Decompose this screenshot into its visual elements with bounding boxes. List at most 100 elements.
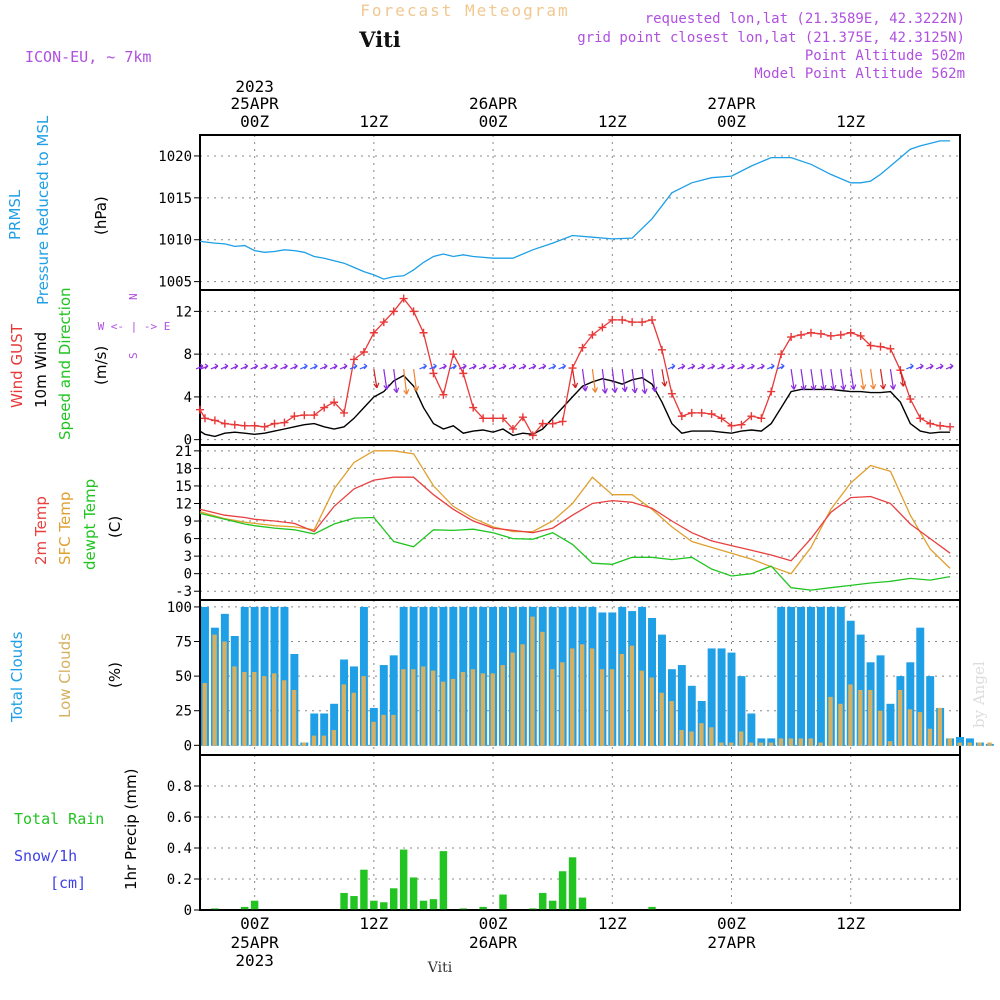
grid-point-coords: grid point closest lon,lat (21.375E, 42.… bbox=[577, 30, 965, 46]
total-cloud-bar bbox=[707, 648, 716, 746]
gust-marker bbox=[618, 315, 627, 324]
temp2m-line bbox=[199, 476, 951, 562]
wind-arrow bbox=[661, 368, 668, 387]
wind-arrow bbox=[935, 363, 944, 370]
wind-arrow bbox=[290, 363, 298, 370]
wind-arrow bbox=[747, 363, 755, 370]
wind-arrow bbox=[459, 363, 467, 370]
wind-arrow bbox=[631, 369, 638, 394]
rain-bar bbox=[439, 851, 448, 910]
rain-bar bbox=[479, 906, 487, 910]
wind-arrow bbox=[820, 369, 827, 391]
gust-marker bbox=[727, 421, 736, 430]
wind-arrow bbox=[339, 363, 348, 370]
total-cloud-bar bbox=[200, 606, 209, 746]
low-cloud-bar bbox=[361, 676, 366, 746]
low-cloud-bar bbox=[430, 670, 436, 746]
rain-bar bbox=[370, 900, 378, 910]
model-point-altitude: Model Point Altitude 562m bbox=[754, 66, 965, 82]
low-cloud-bar bbox=[897, 689, 903, 746]
top-date-label: 25APR bbox=[231, 94, 280, 113]
total-cloud-bar bbox=[657, 634, 666, 746]
low-cloud-bar bbox=[709, 727, 714, 746]
total-cloud-bar bbox=[310, 713, 319, 746]
total-cloud-bar bbox=[320, 713, 329, 746]
gust-marker bbox=[588, 330, 597, 339]
wind-arrow bbox=[925, 363, 934, 370]
gust-marker bbox=[608, 315, 617, 324]
low-cloud-bar bbox=[947, 738, 952, 746]
gust-marker bbox=[538, 419, 547, 428]
low-cloud-bar bbox=[838, 703, 843, 746]
low-cloud-bar bbox=[222, 641, 227, 746]
total-cloud-bar bbox=[389, 655, 398, 746]
low-clouds-label: Low Clouds bbox=[56, 633, 74, 718]
rain-bar bbox=[399, 849, 408, 910]
gust-marker bbox=[856, 331, 865, 340]
wind-arrow bbox=[697, 363, 706, 370]
low-cloud-bar bbox=[351, 692, 356, 746]
top-hour-label: 12Z bbox=[836, 112, 865, 131]
temp-unit: (C) bbox=[106, 516, 124, 538]
low-cloud-bar bbox=[768, 742, 774, 746]
low-cloud-bar bbox=[281, 680, 287, 746]
low-cloud-bar bbox=[440, 681, 446, 746]
gust-marker bbox=[846, 328, 855, 337]
gust-marker bbox=[707, 410, 716, 418]
rain-bar bbox=[429, 899, 438, 910]
low-cloud-bar bbox=[719, 742, 724, 746]
total-cloud-bar bbox=[816, 606, 825, 746]
total-cloud-bar bbox=[876, 655, 885, 746]
rain-bar bbox=[240, 906, 249, 910]
wind-arrow bbox=[300, 363, 308, 370]
ytick-label-clouds: 25 bbox=[175, 704, 192, 720]
ytick-label-temp: 6 bbox=[184, 532, 192, 548]
wind-arrow bbox=[860, 369, 867, 390]
low-cloud-bar bbox=[599, 669, 605, 746]
footer-location: Viti bbox=[427, 960, 453, 976]
wind-arrow bbox=[250, 363, 259, 370]
rain-bar bbox=[568, 857, 577, 910]
ytick-label-wind: 4 bbox=[184, 390, 192, 406]
rain-bar bbox=[548, 900, 557, 910]
location-title: Viti bbox=[358, 27, 401, 52]
wind-arrow bbox=[538, 363, 547, 370]
gust-marker bbox=[419, 328, 428, 337]
low-cloud-bar bbox=[808, 738, 813, 746]
top-hour-label: 12Z bbox=[598, 112, 627, 131]
low-cloud-bar bbox=[411, 669, 416, 746]
gust-marker bbox=[737, 420, 746, 429]
wind-arrow bbox=[641, 369, 648, 395]
wind-arrow bbox=[737, 363, 745, 370]
sfc-temp-line bbox=[199, 450, 951, 575]
rain-bar bbox=[380, 902, 388, 910]
ytick-label-precip: 0.6 bbox=[167, 810, 192, 826]
top-year-label: 2023 bbox=[235, 77, 274, 96]
rain-bar bbox=[360, 869, 368, 910]
low-cloud-bar bbox=[927, 728, 933, 746]
ytick-label-pressure: 1005 bbox=[158, 275, 192, 291]
gust-marker bbox=[399, 294, 408, 303]
low-cloud-bar bbox=[848, 684, 853, 746]
low-cloud-bar bbox=[609, 669, 615, 746]
total-cloud-bar bbox=[787, 606, 796, 746]
low-cloud-bar bbox=[738, 731, 744, 746]
gust-marker bbox=[946, 422, 955, 431]
total-cloud-bar bbox=[886, 703, 895, 746]
gust-marker bbox=[747, 412, 756, 421]
low-cloud-bar bbox=[937, 707, 943, 746]
side-labels: PRMSL Pressure Reduced to MSL (hPa) Wind… bbox=[6, 115, 170, 892]
rain-bar bbox=[459, 908, 467, 910]
low-cloud-bar bbox=[560, 662, 565, 746]
wind-10m-label: 10m Wind bbox=[32, 332, 50, 408]
wind-arrow bbox=[280, 363, 288, 370]
low-cloud-bar bbox=[212, 634, 217, 746]
total-cloud-bar bbox=[280, 606, 289, 746]
ytick-label-wind: 0 bbox=[184, 433, 192, 449]
top-date-label: 27APR bbox=[707, 94, 756, 113]
total-cloud-bar bbox=[677, 665, 686, 746]
ytick-label-temp: -3 bbox=[175, 584, 192, 600]
low-cloud-bar bbox=[619, 653, 625, 746]
gust-marker bbox=[677, 412, 686, 421]
dewpoint-line bbox=[199, 512, 951, 591]
